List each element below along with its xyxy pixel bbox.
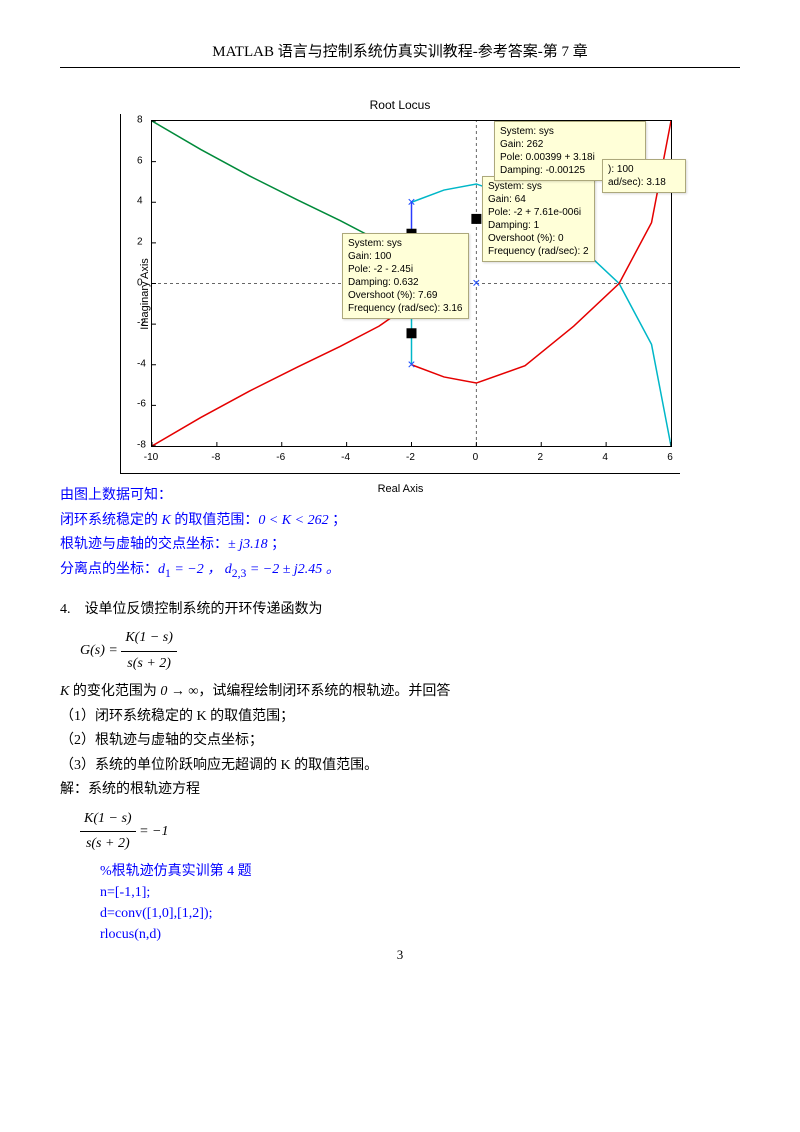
analysis-line: 分离点的坐标：d1 = −2 ， d2,3 = −2 ± j2.45 。 xyxy=(60,558,740,584)
page-header: MATLAB 语言与控制系统仿真实训教程-参考答案-第 7 章 xyxy=(60,40,740,68)
code-line: n=[-1,1]; xyxy=(100,882,740,903)
datatip: ): 100ad/sec): 3.18 xyxy=(602,159,686,193)
svg-text:×: × xyxy=(407,356,415,372)
analysis-line: 闭环系统稳定的 K 的取值范围：0 < K < 262 ； xyxy=(60,509,740,534)
page-number: 3 xyxy=(0,947,800,963)
datatip: System: sysGain: 100Pole: -2 - 2.45iDamp… xyxy=(342,233,469,319)
question-item: （2）根轨迹与虚轴的交点坐标； xyxy=(60,729,740,754)
code-comment: %根轨迹仿真实训第 4 题 xyxy=(100,861,740,882)
code-line: d=conv([1,0],[1,2]); xyxy=(100,903,740,924)
x-axis-label: Real Axis xyxy=(121,483,680,495)
svg-text:×: × xyxy=(407,193,415,209)
chart-title: Root Locus xyxy=(120,98,680,112)
analysis-text: 由图上数据可知： 闭环系统稳定的 K 的取值范围：0 < K < 262 ； 根… xyxy=(60,484,740,584)
problem-4: 4. 设单位反馈控制系统的开环传递函数为 G(s) = K(1 − s)s(s … xyxy=(60,598,740,945)
code-line: rlocus(n,d) xyxy=(100,924,740,945)
svg-text:×: × xyxy=(472,275,480,291)
analysis-line: 根轨迹与虚轴的交点坐标：± j3.18 ； xyxy=(60,533,740,558)
question-item: （1）闭环系统稳定的 K 的取值范围； xyxy=(60,705,740,730)
question-item: （3）系统的单位阶跃响应无超调的 K 的取值范围。 xyxy=(60,754,740,779)
root-locus-chart: Root Locus Imaginary Axis ×××× System: s… xyxy=(120,98,680,474)
datatip: System: sysGain: 64Pole: -2 + 7.61e-006i… xyxy=(482,176,595,262)
